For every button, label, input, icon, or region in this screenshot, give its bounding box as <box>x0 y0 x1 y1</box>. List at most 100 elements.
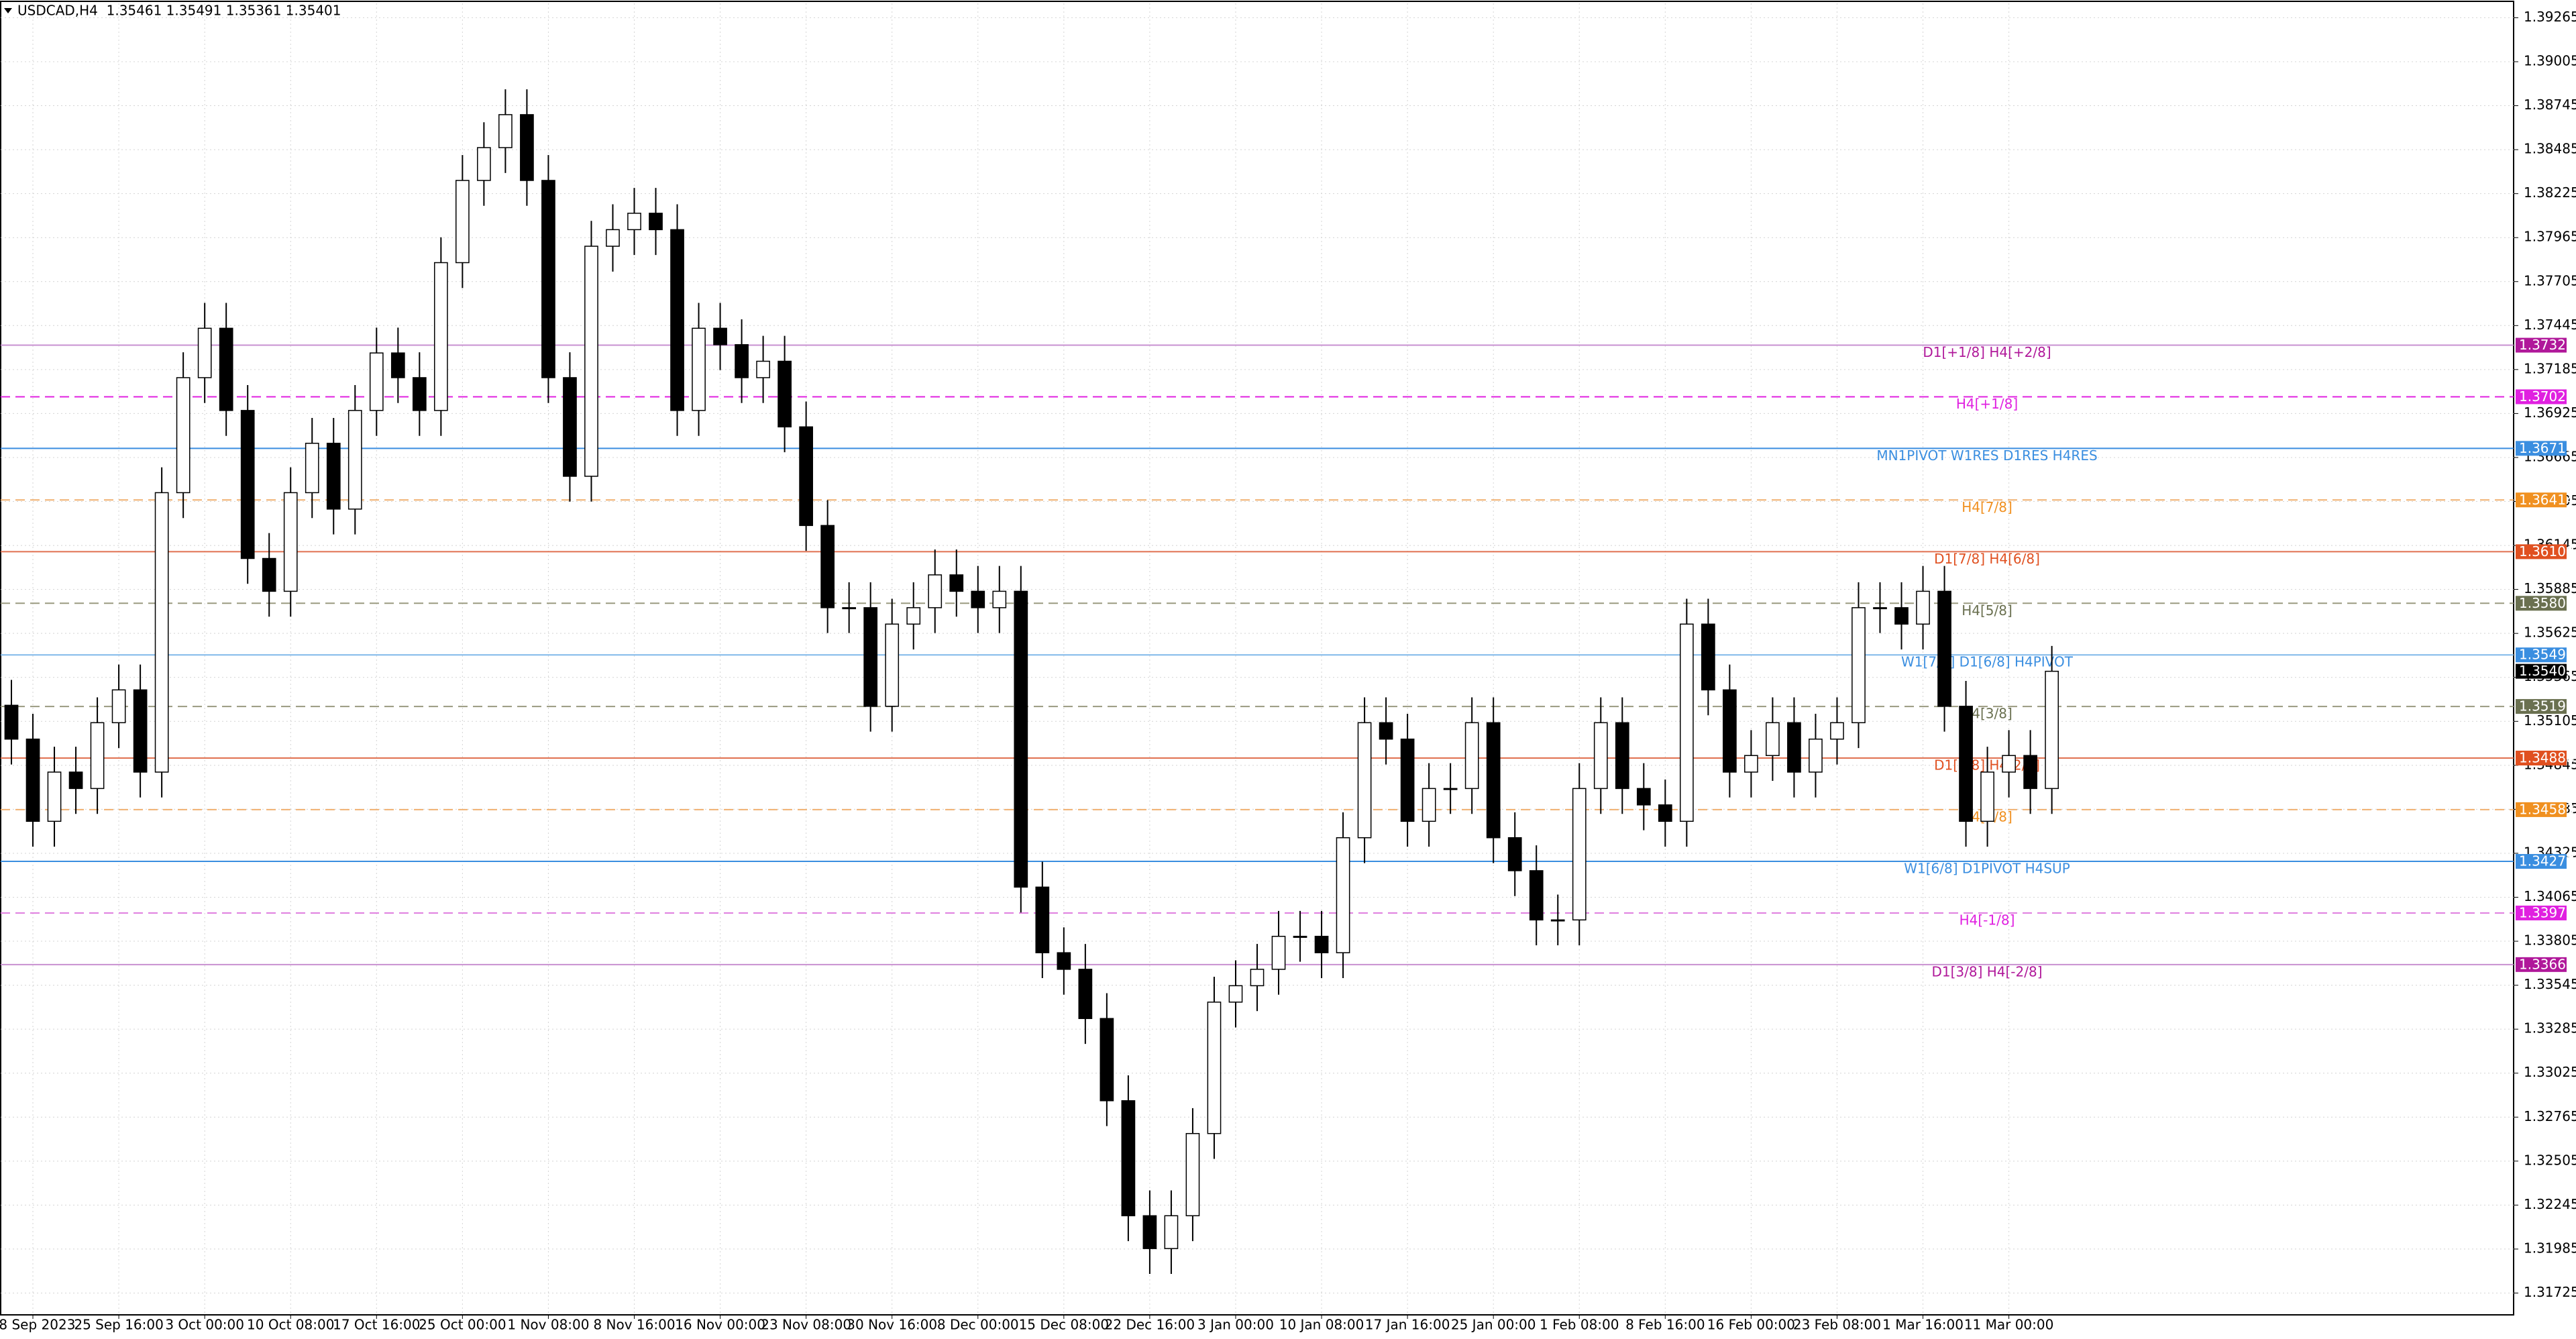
y-tick-label: 1.31725 <box>2524 1284 2576 1300</box>
x-tick-label: 30 Nov 16:00 <box>847 1317 937 1333</box>
x-tick-label: 17 Oct 16:00 <box>333 1317 420 1333</box>
x-tick-label: 18 Sep 2023 <box>0 1317 75 1333</box>
candle-body <box>1701 623 1715 691</box>
y-tick-label: 1.35625 <box>2524 625 2576 641</box>
candle-body <box>2002 755 2016 773</box>
y-tick-label: 1.39005 <box>2524 52 2576 68</box>
candle-body <box>262 557 276 592</box>
candle-body <box>197 327 212 378</box>
grid <box>1 3 2514 1314</box>
y-tick-label: 1.32505 <box>2524 1152 2576 1168</box>
x-tick-label: 1 Nov 08:00 <box>507 1317 589 1333</box>
candle-body <box>1787 722 1801 773</box>
level-price: 1.35498 <box>2519 647 2575 663</box>
candle-body <box>1014 590 1028 888</box>
level-price: 1.36108 <box>2519 543 2575 559</box>
x-tick-label: 16 Nov 00:00 <box>675 1317 765 1333</box>
candle-body <box>1959 706 1973 822</box>
level-name: H4[-1/8] <box>1960 912 2015 928</box>
level-name: D1[+1/8] H4[+2/8] <box>1923 344 2051 360</box>
last-price: 1.35401 <box>2519 663 2575 679</box>
level-price: 1.34888 <box>2519 749 2575 765</box>
x-tick-label: 22 Dec 16:00 <box>1105 1317 1195 1333</box>
candle-body <box>47 771 62 822</box>
x-tick-label: 8 Dec 00:00 <box>937 1317 1019 1333</box>
candle-body <box>1057 952 1071 970</box>
y-tick-label: 1.38225 <box>2524 184 2576 201</box>
x-tick-label: 17 Jan 16:00 <box>1365 1317 1450 1333</box>
y-tick-label: 1.38485 <box>2524 141 2576 157</box>
candle-body <box>433 262 448 411</box>
candle-body <box>670 229 684 411</box>
candle-body <box>1314 935 1329 953</box>
level-name: W1[7/8] D1[6/8] H4PIVOT <box>1901 654 2074 670</box>
candle-body <box>1250 969 1265 987</box>
candle-body <box>1572 788 1587 921</box>
level-price: 1.37024 <box>2519 388 2575 405</box>
y-tick-label: 1.36925 <box>2524 405 2576 421</box>
candle-body <box>1400 739 1415 822</box>
candle-body <box>777 360 792 428</box>
candle-body <box>713 327 727 345</box>
level-price-box <box>2516 596 2567 611</box>
y-tick-label: 1.33545 <box>2524 976 2576 992</box>
candle-body <box>1636 788 1651 806</box>
last-price-box <box>2516 663 2567 679</box>
candle-body <box>1035 886 1050 953</box>
candle-body <box>756 360 770 378</box>
candle-body <box>498 114 513 148</box>
level-name: W1[6/8] D1PIVOT H4SUP <box>1904 861 2070 877</box>
level-price: 1.36719 <box>2519 440 2575 456</box>
candle-body <box>2023 755 2037 790</box>
candle-body <box>390 352 405 378</box>
level-price-box <box>2516 802 2567 817</box>
level-price-box <box>2516 647 2567 663</box>
candle-body <box>1744 755 1758 773</box>
candle-body <box>1593 722 1608 790</box>
x-tick-label: 23 Feb 08:00 <box>1793 1317 1881 1333</box>
x-tick-label: 10 Jan 08:00 <box>1279 1317 1364 1333</box>
level-name: D1[3/8] H4[-2/8] <box>1931 963 2042 979</box>
y-tick-label: 1.32765 <box>2524 1108 2576 1124</box>
x-tick-label: 25 Sep 16:00 <box>74 1317 164 1333</box>
level-price: 1.36414 <box>2519 492 2575 508</box>
candle-body <box>1185 1132 1200 1217</box>
candle-body <box>455 180 470 264</box>
menu-arrow[interactable] <box>4 8 12 13</box>
candle-body <box>25 739 40 822</box>
candle-body <box>1336 837 1350 953</box>
candle-body <box>949 574 964 592</box>
candle-body <box>541 180 555 378</box>
x-tick-label: 23 Nov 08:00 <box>761 1317 851 1333</box>
level-price-box <box>2516 905 2567 920</box>
level-price-box <box>2516 441 2567 456</box>
y-tick-label: 1.37185 <box>2524 360 2576 376</box>
level-price-box <box>2516 337 2567 353</box>
candle-body <box>1099 1018 1114 1102</box>
candle-body <box>1873 607 1887 610</box>
candle-body <box>1293 935 1307 938</box>
candle-body <box>1916 590 1930 625</box>
level-price-box <box>2516 544 2567 559</box>
level-price-box <box>2516 750 2567 765</box>
candle-body <box>1937 590 1951 707</box>
candle-body <box>68 771 83 790</box>
candle-body <box>1379 722 1393 740</box>
level-price-box <box>2516 957 2567 972</box>
candle-body <box>584 246 598 477</box>
x-tick-label: 11 Mar 00:00 <box>1964 1317 2054 1333</box>
candle-body <box>1464 722 1479 790</box>
level-price: 1.34583 <box>2519 801 2575 817</box>
y-tick-label: 1.37705 <box>2524 272 2576 288</box>
x-tick-label: 15 Dec 08:00 <box>1019 1317 1110 1333</box>
x-tick-label: 25 Jan 00:00 <box>1451 1317 1536 1333</box>
candle-body <box>111 689 126 724</box>
chart-title: USDCAD,H4 1.35461 1.35491 1.35361 1.3540… <box>17 3 341 19</box>
candle-body <box>133 689 148 773</box>
candle-body <box>992 590 1007 608</box>
candle-body <box>369 352 384 411</box>
y-tick-label: 1.34065 <box>2524 888 2576 904</box>
level-name: H4[5/8] <box>1962 602 2012 619</box>
level-price-box <box>2516 492 2567 508</box>
candle-body <box>649 213 663 231</box>
